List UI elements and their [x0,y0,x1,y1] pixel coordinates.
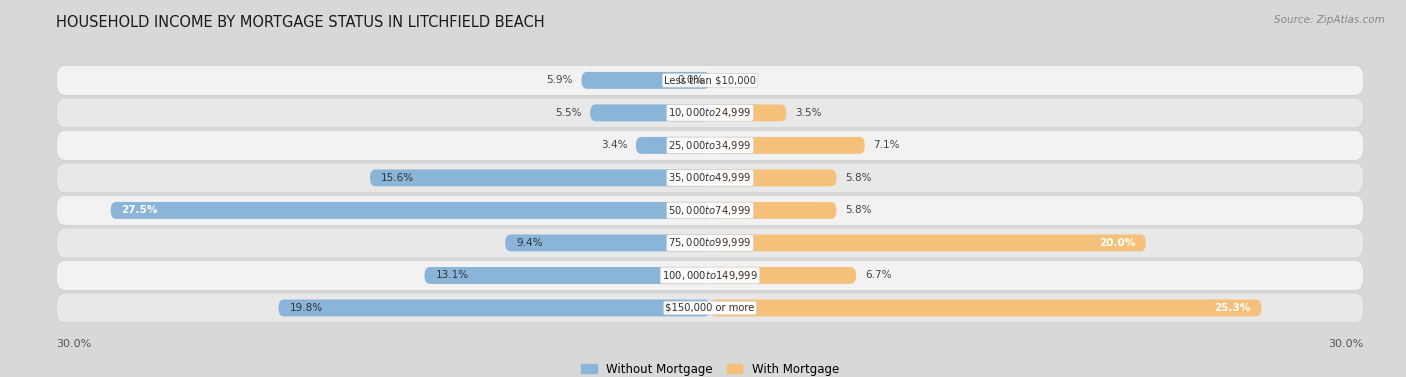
FancyBboxPatch shape [582,72,710,89]
Text: $35,000 to $49,999: $35,000 to $49,999 [668,172,752,184]
FancyBboxPatch shape [710,137,865,154]
FancyBboxPatch shape [710,234,1146,251]
FancyBboxPatch shape [56,261,1364,290]
FancyBboxPatch shape [425,267,710,284]
Text: HOUSEHOLD INCOME BY MORTGAGE STATUS IN LITCHFIELD BEACH: HOUSEHOLD INCOME BY MORTGAGE STATUS IN L… [56,15,546,30]
Text: $150,000 or more: $150,000 or more [665,303,755,313]
Text: 27.5%: 27.5% [122,205,157,215]
FancyBboxPatch shape [710,104,786,121]
FancyBboxPatch shape [710,169,837,186]
FancyBboxPatch shape [591,104,710,121]
Text: 5.5%: 5.5% [555,108,582,118]
FancyBboxPatch shape [56,65,1364,95]
FancyBboxPatch shape [505,234,710,251]
Text: $75,000 to $99,999: $75,000 to $99,999 [668,236,752,250]
Text: 30.0%: 30.0% [1329,339,1364,349]
FancyBboxPatch shape [710,267,856,284]
Text: 6.7%: 6.7% [865,270,891,280]
Text: 0.0%: 0.0% [678,75,703,85]
Text: 9.4%: 9.4% [516,238,543,248]
Text: 20.0%: 20.0% [1098,238,1135,248]
Text: 7.1%: 7.1% [873,140,900,150]
Text: 13.1%: 13.1% [436,270,468,280]
FancyBboxPatch shape [56,228,1364,258]
Text: 25.3%: 25.3% [1215,303,1250,313]
Text: 30.0%: 30.0% [56,339,91,349]
FancyBboxPatch shape [636,137,710,154]
Text: Less than $10,000: Less than $10,000 [664,75,756,85]
Text: 19.8%: 19.8% [290,303,322,313]
FancyBboxPatch shape [56,98,1364,128]
Text: 5.9%: 5.9% [547,75,572,85]
FancyBboxPatch shape [56,195,1364,225]
Text: $100,000 to $149,999: $100,000 to $149,999 [662,269,758,282]
Legend: Without Mortgage, With Mortgage: Without Mortgage, With Mortgage [581,363,839,375]
FancyBboxPatch shape [56,293,1364,323]
Text: 5.8%: 5.8% [845,173,872,183]
Text: 5.8%: 5.8% [845,205,872,215]
Text: $25,000 to $34,999: $25,000 to $34,999 [668,139,752,152]
FancyBboxPatch shape [370,169,710,186]
FancyBboxPatch shape [111,202,710,219]
Text: $50,000 to $74,999: $50,000 to $74,999 [668,204,752,217]
FancyBboxPatch shape [56,130,1364,160]
Text: 3.4%: 3.4% [600,140,627,150]
FancyBboxPatch shape [56,163,1364,193]
Text: $10,000 to $24,999: $10,000 to $24,999 [668,106,752,120]
FancyBboxPatch shape [278,299,710,316]
FancyBboxPatch shape [710,299,1261,316]
FancyBboxPatch shape [710,202,837,219]
Text: Source: ZipAtlas.com: Source: ZipAtlas.com [1274,15,1385,25]
Text: 3.5%: 3.5% [794,108,821,118]
Text: 15.6%: 15.6% [381,173,415,183]
